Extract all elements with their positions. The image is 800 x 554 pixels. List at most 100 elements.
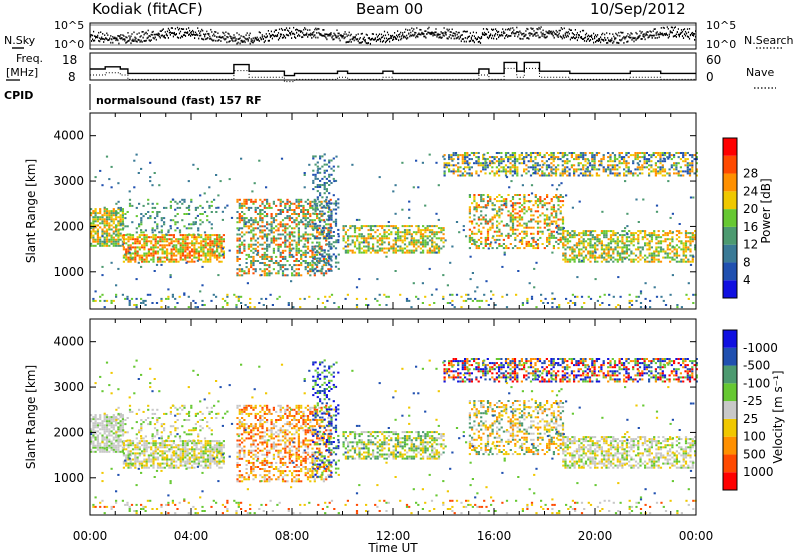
power-cell	[323, 192, 326, 195]
power-cell	[297, 227, 300, 230]
power-cell	[252, 243, 255, 246]
power-cell	[181, 240, 185, 243]
power-cell	[143, 234, 146, 237]
power-cell	[543, 214, 546, 217]
power-cell	[645, 162, 648, 165]
power-cell	[316, 261, 319, 264]
power-cell	[689, 240, 692, 243]
power-cell	[103, 214, 106, 217]
power-cell	[202, 244, 205, 247]
noise-sample	[483, 31, 486, 34]
power-cell	[220, 244, 223, 247]
power-cell	[628, 244, 631, 247]
power-cell	[256, 206, 260, 209]
noise-sample	[390, 34, 392, 37]
noise-sample	[414, 33, 416, 36]
power-cell	[415, 231, 418, 234]
power-cell	[194, 221, 197, 224]
noise-sample	[621, 38, 623, 41]
power-cell	[661, 170, 664, 173]
power-cell	[179, 258, 182, 261]
power-cell	[266, 221, 269, 224]
power-cell	[452, 172, 455, 175]
power-cell	[530, 218, 533, 221]
power-cell	[105, 218, 109, 221]
power-cell	[557, 198, 560, 201]
noise-sample	[328, 33, 330, 36]
power-cell	[403, 251, 407, 254]
power-cell	[112, 212, 115, 215]
noise-sample	[115, 39, 117, 42]
power-cell	[122, 227, 125, 230]
power-cell	[684, 256, 688, 259]
noise-sample	[658, 33, 660, 36]
power-cell	[110, 212, 113, 215]
noise-sample	[528, 32, 530, 35]
power-cell	[147, 250, 150, 253]
power-cell	[302, 235, 305, 238]
power-cell	[677, 174, 680, 177]
power-cell	[511, 156, 514, 159]
noise-sample	[275, 29, 277, 31]
power-cell	[295, 253, 298, 256]
noise-sample	[269, 34, 271, 37]
noise-sample	[90, 35, 92, 38]
noise-sample	[217, 32, 219, 34]
power-cell	[353, 231, 357, 234]
power-cell	[659, 168, 662, 171]
power-cell	[136, 242, 139, 245]
noise-sample	[572, 33, 574, 35]
power-cell	[168, 234, 171, 237]
noise-sample	[631, 33, 633, 35]
power-cell	[509, 168, 512, 171]
power-cell	[511, 170, 514, 173]
power-cell	[250, 260, 253, 262]
power-cell	[452, 168, 455, 171]
power-cell	[369, 225, 372, 228]
power-cell	[645, 166, 648, 169]
power-cell	[161, 260, 164, 263]
power-cell	[330, 210, 333, 213]
power-cell	[344, 251, 347, 254]
power-cell	[238, 227, 241, 230]
power-cell	[646, 242, 649, 245]
noise-sample	[173, 31, 175, 34]
power-cell	[394, 239, 397, 242]
power-cell	[502, 170, 505, 173]
power-cell	[188, 256, 191, 259]
power-cell	[598, 152, 601, 154]
power-cell	[614, 248, 617, 251]
noise-sample	[193, 31, 195, 33]
power-cell	[238, 245, 241, 248]
power-cell	[152, 234, 155, 237]
power-cell	[181, 234, 185, 237]
power-cell	[110, 210, 113, 213]
power-cell	[495, 160, 498, 163]
power-cell	[655, 254, 658, 257]
power-cell	[291, 217, 294, 220]
power-cell	[144, 213, 147, 215]
power-cell	[654, 174, 657, 177]
power-cell	[644, 236, 647, 239]
power-cell	[330, 212, 333, 215]
power-cell	[208, 221, 211, 224]
power-cell	[103, 230, 106, 233]
power-cell	[302, 223, 305, 226]
power-cell	[616, 242, 619, 245]
power-cell	[655, 238, 658, 241]
power-cell	[578, 234, 581, 237]
power-cell	[115, 226, 118, 229]
noise-sample	[133, 31, 135, 34]
power-cell	[680, 240, 683, 243]
power-cell	[325, 239, 328, 242]
power-cell	[440, 231, 443, 234]
power-cell	[186, 242, 189, 245]
power-cell	[197, 250, 200, 253]
power-cell	[523, 158, 526, 161]
power-cell	[236, 221, 239, 224]
noise-sample	[523, 32, 525, 35]
power-cell	[312, 222, 315, 225]
power-cell	[383, 247, 386, 250]
power-cell	[650, 258, 653, 261]
power-cell	[143, 244, 146, 247]
